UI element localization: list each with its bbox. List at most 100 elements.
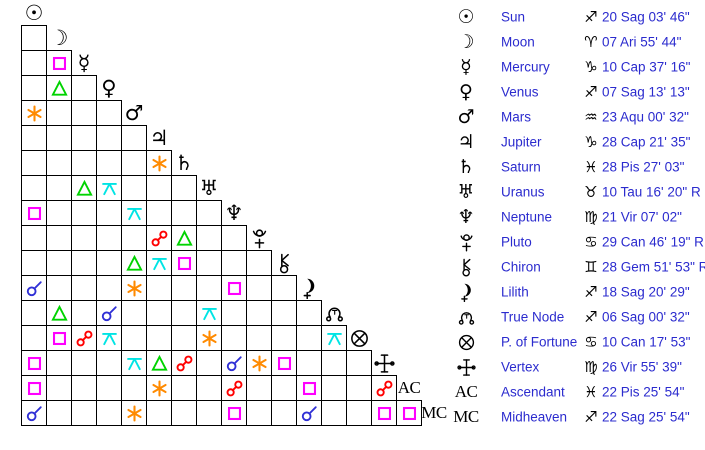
- aquarius-icon: ♒: [584, 107, 598, 126]
- lilith-icon: [299, 278, 320, 299]
- aspect-cell-vertex-venus: [96, 350, 122, 376]
- planet-name: Chiron: [501, 259, 541, 275]
- aspect-cell-lilith-neptune: [221, 275, 247, 301]
- aspect-cell-pluto-neptune: [221, 225, 247, 251]
- aspect-cell-vertex-mercury: [71, 350, 97, 376]
- aspect-cell-lilith-mars: [121, 275, 147, 301]
- position-row-venus: ♀ Venus ♐ 07 Sag 13' 13": [452, 79, 705, 105]
- position-value: 10 Tau 16' 20" R: [602, 184, 701, 200]
- pluto-glyph: [246, 225, 272, 251]
- aspect-cell-mars-moon: [46, 100, 72, 126]
- planet-name: Vertex: [501, 359, 540, 375]
- aspect-cell-lilith-chiron: [271, 275, 297, 301]
- position-value: 20 Sag 03' 46": [602, 9, 690, 25]
- aspect-cell-ac-venus: [96, 375, 122, 401]
- aspect-cell-ac-mercury: [71, 375, 97, 401]
- jupiter-glyph: ♃: [146, 125, 172, 151]
- aspect-cell-mc-mars: [121, 400, 147, 426]
- planet-name: Mars: [501, 109, 531, 125]
- mercury-icon: ☿: [460, 55, 472, 78]
- aspect-cell-vertex-sun: [21, 350, 47, 376]
- aspect-cell-lilith-mercury: [71, 275, 97, 301]
- uranus-icon: ♅: [199, 175, 219, 200]
- aspect-cell-ac-mars: [121, 375, 147, 401]
- planet-icon-cell: [452, 279, 480, 305]
- position-value: 10 Cap 37' 16": [602, 59, 691, 75]
- opposition-aspect-icon: [151, 230, 168, 247]
- position-value: 10 Can 17' 53": [602, 334, 691, 350]
- aspect-cell-vertex-chiron: [271, 350, 297, 376]
- sextile-aspect-icon: [26, 104, 43, 122]
- trine-aspect-icon: [50, 304, 68, 322]
- aspect-cell-truenode-saturn: [171, 300, 197, 326]
- aspect-cell-mc-sun: [21, 400, 47, 426]
- position-value: 22 Sag 25' 54": [602, 409, 690, 425]
- quincunx-aspect-icon: [326, 330, 343, 347]
- planet-name: Ascendant: [501, 384, 565, 400]
- position-value: 07 Ari 55' 44": [602, 34, 682, 50]
- sextile-aspect-icon: [201, 329, 218, 347]
- position-value: 28 Gem 51' 53" R: [602, 259, 705, 275]
- sagittarius-icon: ♐: [584, 307, 598, 326]
- lilith-glyph: [296, 275, 322, 301]
- uranus-glyph: ♅: [196, 175, 222, 201]
- aspect-cell-neptune-venus: [96, 200, 122, 226]
- aspect-cell-chiron-uranus: [196, 250, 222, 276]
- taurus-icon: ♉: [584, 182, 598, 201]
- aspect-cell-venus-sun: [21, 75, 47, 101]
- virgo-icon: ♍: [584, 357, 598, 376]
- aspect-cell-jupiter-mercury: [71, 125, 97, 151]
- aspect-cell-chiron-pluto: [246, 250, 272, 276]
- gemini-icon: ♊: [584, 257, 598, 276]
- jupiter-icon: ♃: [149, 125, 169, 150]
- planet-name: Lilith: [501, 284, 529, 300]
- aspect-cell-saturn-moon: [46, 150, 72, 176]
- aspect-cell-mc-ac: [396, 400, 422, 426]
- mc-icon: MC: [453, 407, 479, 426]
- aspect-cell-pluto-sun: [21, 225, 47, 251]
- aspect-cell-vertex-fortune: [346, 350, 372, 376]
- aspect-grid: ☉ ☽ ☿ ♀ ♂ ♃ ♄ ♅ ♆ AC MC: [21, 2, 447, 426]
- aspect-cell-ac-jupiter: [146, 375, 172, 401]
- square-aspect-icon: [26, 205, 43, 222]
- aspect-cell-pluto-mercury: [71, 225, 97, 251]
- planet-icon-cell: MC: [452, 404, 480, 430]
- aspect-cell-truenode-jupiter: [146, 300, 172, 326]
- aspect-cell-vertex-mars: [121, 350, 147, 376]
- aspect-cell-vertex-lilith: [296, 350, 322, 376]
- aspect-cell-vertex-jupiter: [146, 350, 172, 376]
- aspect-cell-venus-mercury: [71, 75, 97, 101]
- aspect-cell-uranus-sun: [21, 175, 47, 201]
- aspect-cell-fortune-saturn: [171, 325, 197, 351]
- planet-name: Pluto: [501, 234, 532, 250]
- trine-aspect-icon: [125, 254, 143, 272]
- sextile-aspect-icon: [126, 404, 143, 422]
- aspect-cell-neptune-saturn: [171, 200, 197, 226]
- square-aspect-icon: [176, 255, 193, 272]
- virgo-icon: ♍: [584, 207, 598, 226]
- conjunction-aspect-icon: [26, 280, 43, 297]
- position-row-saturn: ♄ Saturn ♓ 28 Pis 27' 03": [452, 154, 705, 180]
- planet-name: Midheaven: [501, 409, 568, 425]
- position-value: 06 Sag 00' 32": [602, 309, 690, 325]
- aspect-cell-chiron-sun: [21, 250, 47, 276]
- mercury-glyph: ☿: [71, 50, 97, 76]
- sign-icon-cell: ♋: [578, 229, 604, 255]
- aspect-cell-mc-vertex: [371, 400, 397, 426]
- aspect-cell-venus-moon: [46, 75, 72, 101]
- position-row-uranus: ♅ Uranus ♉ 10 Tau 16' 20" R: [452, 179, 705, 205]
- opposition-aspect-icon: [376, 380, 393, 397]
- quincunx-aspect-icon: [101, 330, 118, 347]
- planet-icon-cell: [452, 229, 480, 255]
- position-row-neptune: ♆ Neptune ♍ 21 Vir 07' 02": [452, 204, 705, 230]
- aspect-cell-neptune-mercury: [71, 200, 97, 226]
- aspect-cell-truenode-chiron: [271, 300, 297, 326]
- sign-icon-cell: ♐: [578, 4, 604, 30]
- planet-icon-cell: AC: [452, 379, 480, 405]
- aspect-cell-mc-fortune: [346, 400, 372, 426]
- planet-icon-cell: ☿: [452, 54, 480, 80]
- truenode-icon: [324, 303, 345, 324]
- mars-icon: ♂: [457, 105, 475, 128]
- aspect-cell-ac-truenode: [321, 375, 347, 401]
- sign-icon-cell: ♐: [578, 304, 604, 330]
